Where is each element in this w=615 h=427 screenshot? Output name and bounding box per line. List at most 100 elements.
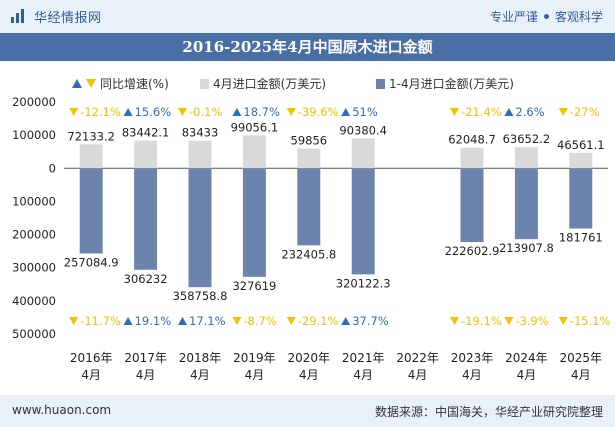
bar-cumulative [460,168,484,243]
growth-up-arrow-icon [178,317,187,325]
growth-label-cumulative: -19.1% [461,314,502,328]
bar-cumulative-value-label: 306232 [124,272,168,286]
legend-growth-down-icon [86,79,96,88]
bar-monthly-value-label: 72133.2 [67,129,115,143]
bar-monthly [188,140,212,169]
y-tick-label: 200000 [12,95,56,109]
bar-monthly [460,147,484,169]
growth-label-cumulative: -3.9% [515,314,548,328]
bar-monthly-value-label: 83433 [182,126,219,140]
growth-label-monthly: -27% [570,105,600,119]
x-tick-label: 2018年 [179,351,222,365]
x-tick-label: 2022年 [396,351,439,365]
bar-cumulative-value-label: 320122.3 [336,276,391,290]
bar-cumulative-value-label: 327619 [232,279,276,293]
bar-cumulative [242,168,266,277]
bar-cumulative [134,168,158,270]
growth-down-arrow-icon [286,317,296,325]
growth-label-monthly: 18.7% [243,105,280,119]
bar-cumulative-value-label: 257084.9 [64,255,119,269]
bar-cumulative-value-label: 222602.9 [445,244,500,258]
bar-monthly-value-label: 83442.1 [122,126,170,140]
legend-label-2: 1-4月进口金额(万美元) [389,76,514,91]
growth-down-arrow-icon [178,108,187,116]
y-tick-label: 100000 [12,128,56,142]
growth-up-arrow-icon [123,317,133,325]
footer-bar: www.huaon.com 数据来源：中国海关，华经产业研究院整理 [0,395,615,427]
growth-label-monthly: -39.6% [298,105,339,119]
legend-growth-up-icon [72,79,82,88]
bar-cumulative [514,168,538,240]
growth-label-cumulative: 17.1% [189,314,226,328]
chart: 同比增速(%) 4月进口金额(万美元) 1-4月进口金额(万美元) 200000 100… [12,76,610,382]
growth-down-arrow-icon [450,317,459,325]
growth-label-cumulative: 37.7% [352,314,389,328]
x-tick-label: 2024年 [505,351,548,365]
bar-monthly-value-label: 62048.7 [448,133,496,147]
growth-up-arrow-icon [341,108,351,116]
bar-monthly [569,152,593,169]
bar-cumulative-value-label: 358758.8 [173,289,228,303]
x-tick-label-month: 4月 [81,368,101,382]
header-bar: 华经情报网 专业严谨 客观科学 [0,0,615,33]
brand-name: 华经情报网 [34,11,102,26]
growth-label-monthly: -0.1% [189,105,222,119]
growth-label-cumulative: -8.7% [243,314,276,328]
bar-cumulative [569,168,593,229]
tagline-left: 专业严谨 [489,10,538,24]
bar-monthly [514,147,538,169]
bar-cumulative [297,168,321,246]
growth-up-arrow-icon [504,108,514,116]
growth-down-arrow-icon [232,317,242,325]
x-tick-label-month: 4月 [353,368,373,382]
growth-down-arrow-icon [69,108,79,116]
growth-down-arrow-icon [504,317,514,325]
x-tick-label-month: 4月 [571,368,591,382]
x-tick-label-month: 4月 [408,368,428,382]
x-tick-label-month: 4月 [299,368,319,382]
growth-label-monthly: 15.6% [135,105,172,119]
bar-monthly-value-label: 59856 [291,133,328,147]
growth-down-arrow-icon [558,108,568,116]
bar-monthly [242,135,266,169]
separator-dot-icon [543,14,549,19]
bar-monthly [297,148,321,169]
bar-monthly-value-label: 63652.2 [503,132,551,146]
growth-label-cumulative: 19.1% [135,314,172,328]
site-url: www.huaon.com [12,403,112,417]
growth-down-arrow-icon [286,108,296,116]
bar-monthly-value-label: 46561.1 [557,138,605,152]
y-tick-label: 0 [49,161,56,175]
growth-up-arrow-icon [123,108,133,116]
bar-cumulative-value-label: 213907.8 [499,241,554,255]
data-source: 数据来源：中国海关，华经产业研究院整理 [374,405,603,419]
y-tick-label: 100000 [12,194,56,208]
bar-cumulative [79,168,103,254]
tagline: 专业严谨 客观科学 [490,8,603,25]
legend-swatch-2 [376,79,385,89]
x-tick-label-month: 4月 [245,368,265,382]
x-tick-label: 2025年 [560,351,603,365]
tagline-right: 客观科学 [554,10,603,24]
growth-label-monthly: 51% [352,105,378,119]
bar-cumulative-value-label: 232405.8 [281,247,336,261]
title-bar: 2016-2025年4月中国原木进口金额 [0,33,615,61]
growth-label-monthly: -21.4% [461,105,502,119]
bar-cumulative [188,168,212,288]
growth-down-arrow-icon [69,317,79,325]
growth-label-monthly: -12.1% [80,105,121,119]
y-tick-label: 500000 [12,327,56,341]
y-tick-label: 300000 [12,261,56,275]
x-tick-label: 2023年 [451,351,494,365]
growth-label-cumulative: -11.7% [80,314,121,328]
bar-monthly-value-label: 99056.1 [231,120,279,134]
growth-down-arrow-icon [558,317,568,325]
y-tick-label: 400000 [12,294,56,308]
bar-monthly [351,138,375,169]
x-tick-label: 2017年 [124,351,167,365]
x-tick-label: 2016年 [70,351,113,365]
growth-label-monthly: 2.6% [515,105,544,119]
x-tick-label-month: 4月 [136,368,156,382]
bar-monthly [134,140,158,169]
growth-up-arrow-icon [341,317,351,325]
